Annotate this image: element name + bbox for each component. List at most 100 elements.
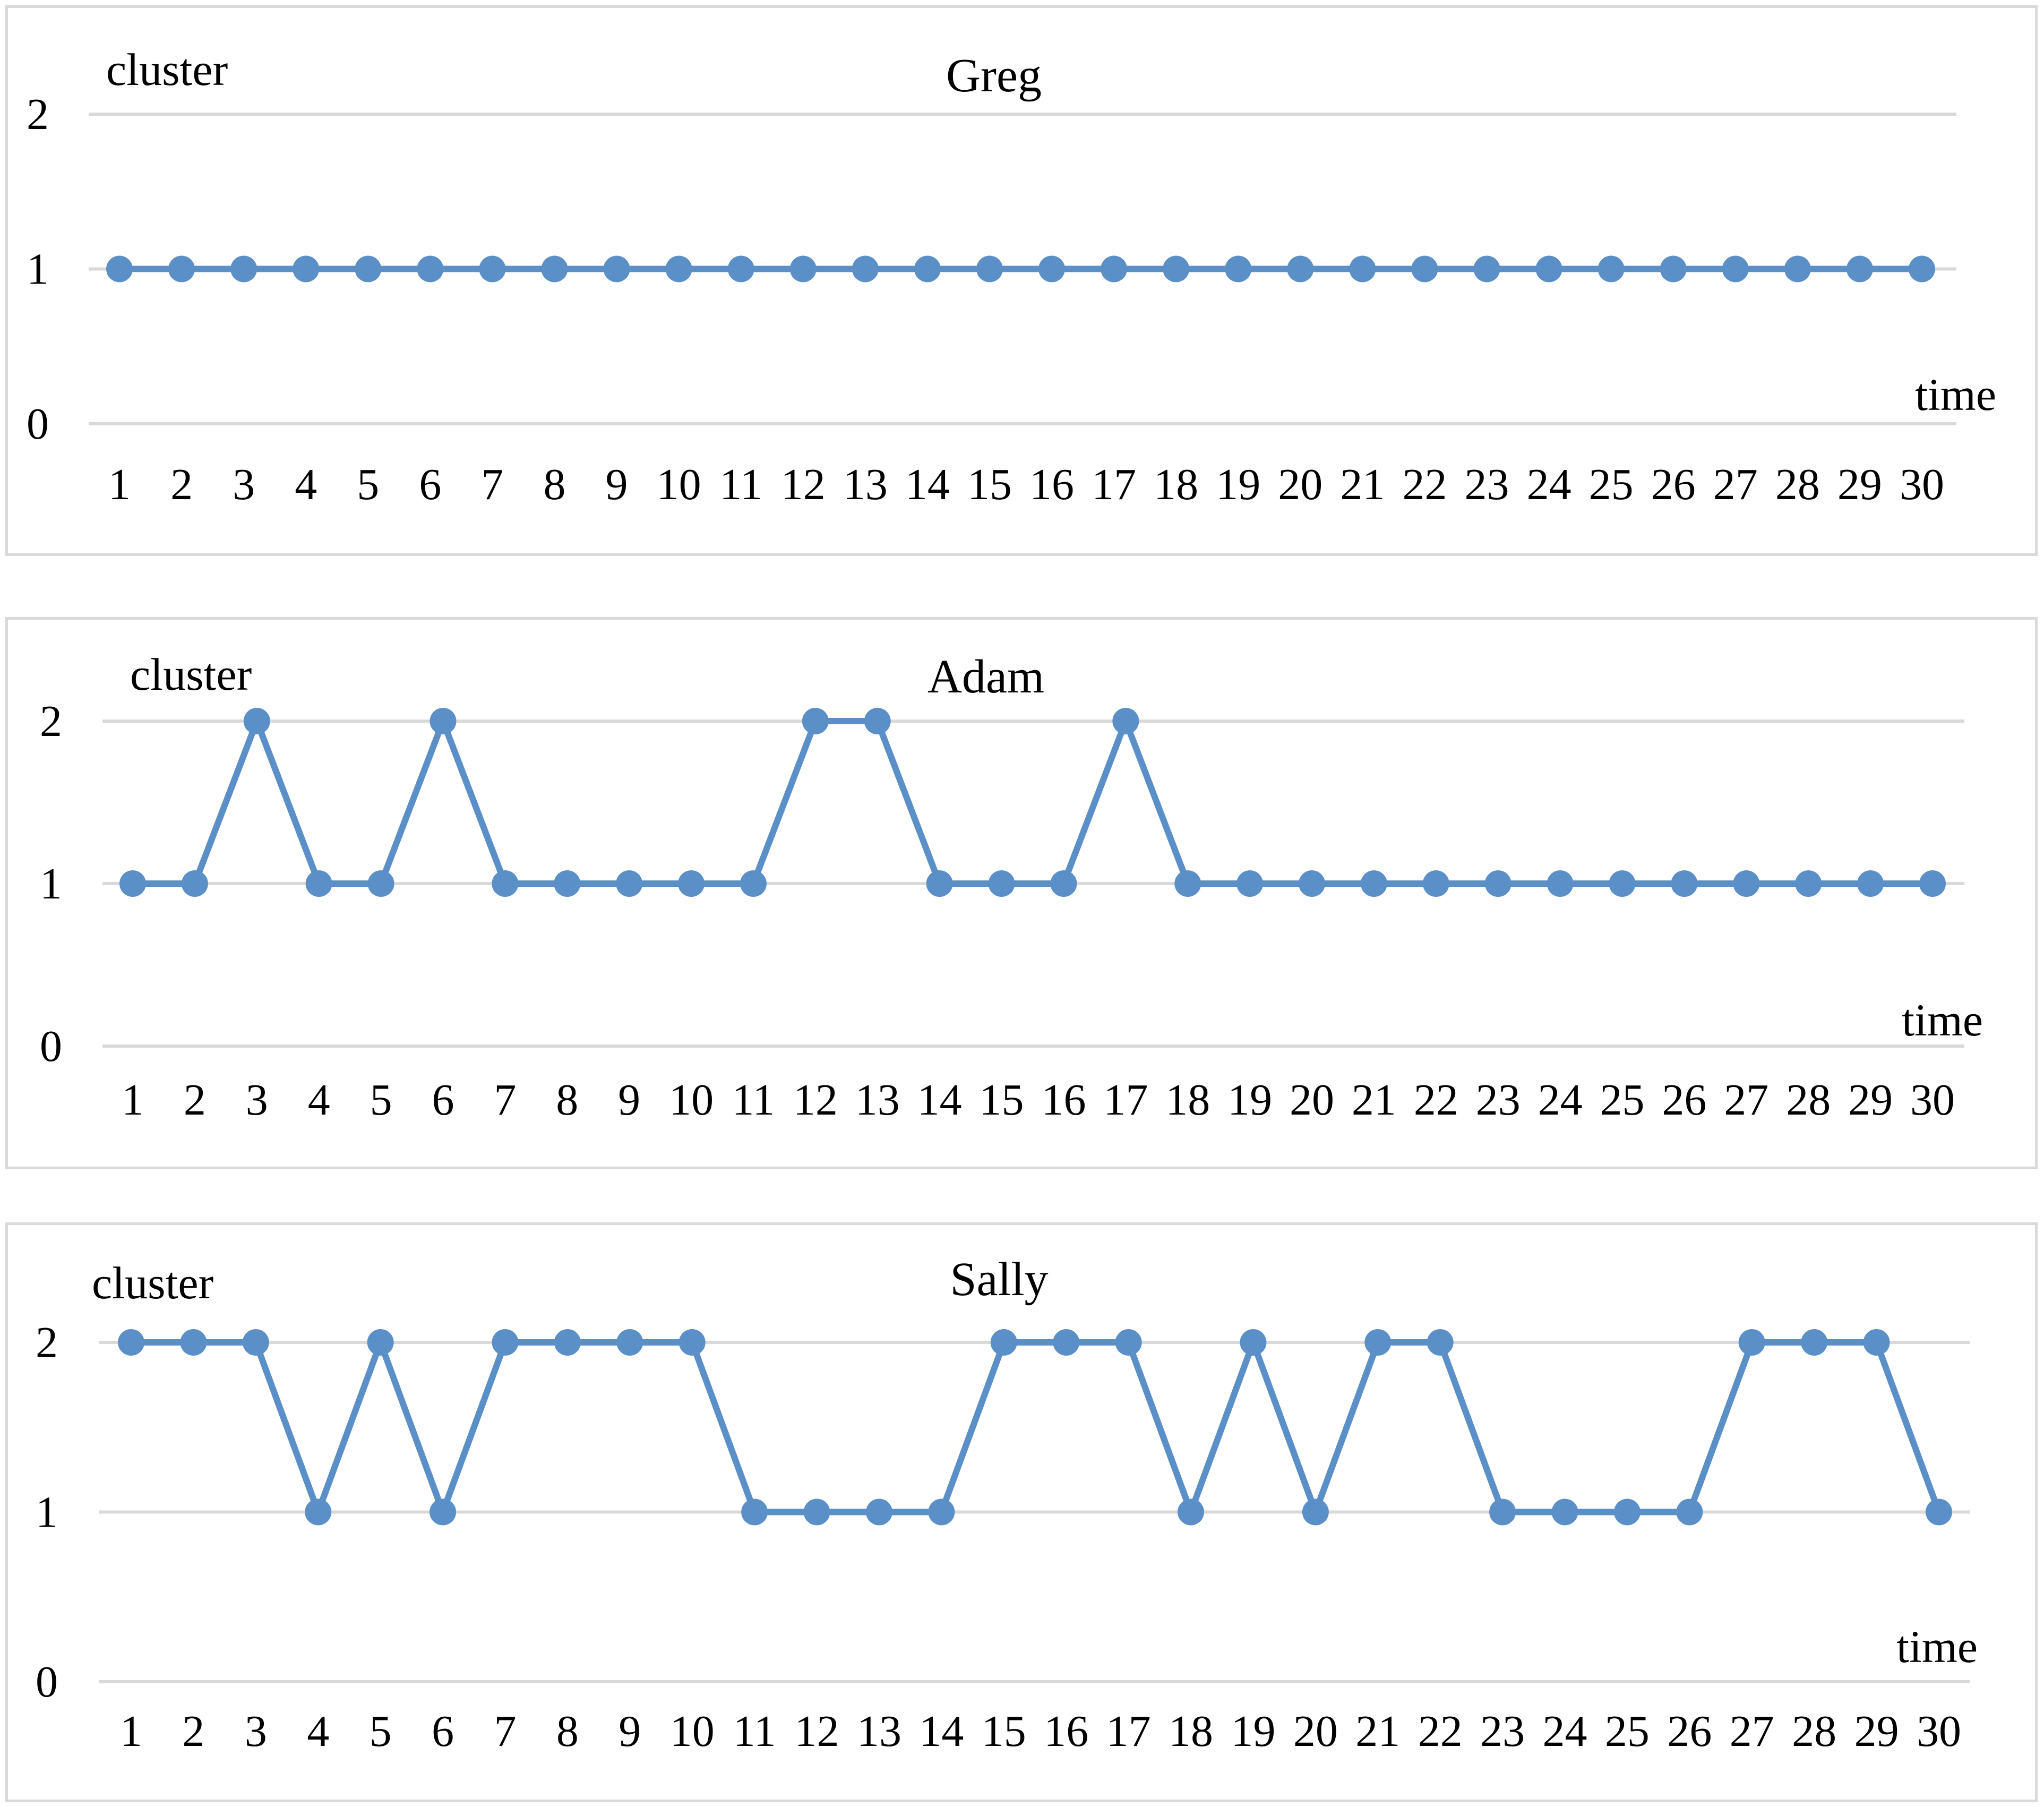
x-tick-label: 6 bbox=[419, 460, 441, 509]
x-tick-label: 3 bbox=[245, 1707, 267, 1756]
y-tick-label: 1 bbox=[36, 1488, 58, 1537]
x-tick-label: 24 bbox=[1543, 1707, 1587, 1756]
data-point bbox=[789, 255, 817, 282]
data-point bbox=[1733, 870, 1760, 897]
x-tick-label: 2 bbox=[170, 460, 193, 509]
data-point bbox=[1473, 255, 1500, 282]
data-point bbox=[1722, 255, 1749, 282]
x-tick-label: 6 bbox=[432, 1707, 454, 1756]
x-tick-label: 21 bbox=[1352, 1075, 1396, 1125]
x-tick-label: 29 bbox=[1848, 1075, 1893, 1125]
x-tick-label: 9 bbox=[618, 1075, 640, 1125]
data-point bbox=[1422, 870, 1449, 897]
data-point bbox=[492, 870, 519, 897]
x-tick-label: 11 bbox=[719, 460, 762, 509]
data-point bbox=[1598, 255, 1625, 282]
x-tick-label: 19 bbox=[1231, 1707, 1275, 1756]
data-point bbox=[367, 870, 394, 897]
data-point bbox=[181, 870, 208, 897]
data-point bbox=[990, 1329, 1017, 1356]
x-tick-label: 27 bbox=[1713, 460, 1758, 509]
x-tick-label: 7 bbox=[494, 1075, 516, 1125]
x-tick-label: 17 bbox=[1103, 1075, 1148, 1125]
x-tick-label: 2 bbox=[184, 1075, 206, 1125]
data-point bbox=[603, 255, 630, 282]
x-tick-label: 10 bbox=[670, 1707, 715, 1756]
x-tick-label: 4 bbox=[308, 1075, 330, 1125]
data-point bbox=[1112, 708, 1139, 734]
data-point bbox=[1846, 255, 1873, 282]
x-tick-label: 4 bbox=[307, 1707, 329, 1756]
data-point bbox=[1926, 1498, 1952, 1526]
data-point bbox=[305, 1498, 332, 1526]
x-tick-label: 30 bbox=[1900, 460, 1944, 509]
x-tick-label: 11 bbox=[733, 1707, 776, 1756]
data-point bbox=[1364, 1329, 1392, 1356]
y-tick-label: 2 bbox=[36, 1318, 58, 1367]
data-point bbox=[1484, 870, 1511, 897]
x-tick-label: 15 bbox=[980, 1075, 1024, 1125]
x-tick-label: 25 bbox=[1600, 1075, 1645, 1125]
x-tick-label: 25 bbox=[1589, 460, 1634, 509]
x-tick-label: 17 bbox=[1106, 1707, 1151, 1756]
data-point bbox=[616, 1329, 643, 1356]
data-point bbox=[1299, 870, 1326, 897]
x-tick-label: 13 bbox=[843, 460, 888, 509]
x-tick-label: 12 bbox=[793, 1075, 838, 1125]
data-point bbox=[1101, 255, 1128, 282]
series-line bbox=[133, 718, 1933, 887]
data-point bbox=[230, 255, 257, 282]
data-point bbox=[243, 708, 270, 734]
data-point bbox=[1738, 1329, 1765, 1356]
x-tick-label: 10 bbox=[669, 1075, 714, 1125]
data-point bbox=[1163, 255, 1190, 282]
data-point bbox=[1784, 255, 1811, 282]
x-tick-label: 30 bbox=[1910, 1075, 1955, 1125]
data-point bbox=[914, 255, 941, 282]
x-tick-label: 1 bbox=[122, 1075, 144, 1125]
x-tick-label: 15 bbox=[967, 460, 1012, 509]
x-tick-label: 7 bbox=[481, 460, 503, 509]
x-tick-label: 14 bbox=[905, 460, 950, 509]
x-tick-label: 4 bbox=[295, 460, 317, 509]
data-point bbox=[665, 255, 692, 282]
data-point bbox=[1863, 1329, 1890, 1356]
x-tick-label: 1 bbox=[108, 460, 131, 509]
data-point bbox=[1609, 870, 1636, 897]
x-tick-label: 12 bbox=[795, 1707, 839, 1756]
y-axis-label: cluster bbox=[106, 44, 228, 95]
x-tick-label: 22 bbox=[1418, 1707, 1463, 1756]
x-tick-label: 18 bbox=[1169, 1707, 1213, 1756]
x-tick-label: 11 bbox=[732, 1075, 775, 1125]
chart-panel-sally: Sally cluster time 0 1 2 1 2 3 4 5 6 7 8 9 10 11 12 13 1… bbox=[5, 1222, 2038, 1802]
data-point bbox=[1236, 870, 1264, 897]
data-point bbox=[1535, 255, 1562, 282]
data-point bbox=[1411, 255, 1438, 282]
data-point bbox=[926, 870, 953, 897]
data-point bbox=[1174, 870, 1201, 897]
data-point bbox=[305, 870, 332, 897]
x-tick-label: 18 bbox=[1165, 1075, 1210, 1125]
data-point bbox=[1225, 255, 1252, 282]
x-tick-label: 27 bbox=[1724, 1075, 1768, 1125]
x-tick-label: 28 bbox=[1786, 1075, 1831, 1125]
data-point bbox=[864, 708, 891, 734]
x-tick-label: 29 bbox=[1837, 460, 1882, 509]
data-point bbox=[554, 870, 581, 897]
data-point bbox=[1287, 255, 1314, 282]
x-tick-label: 23 bbox=[1480, 1707, 1525, 1756]
y-tick-label: 1 bbox=[40, 859, 62, 909]
data-point bbox=[1050, 870, 1077, 897]
x-tick-label: 10 bbox=[657, 460, 701, 509]
x-tick-label: 6 bbox=[432, 1075, 454, 1125]
x-tick-label: 26 bbox=[1662, 1075, 1706, 1125]
x-tick-label: 28 bbox=[1792, 1707, 1836, 1756]
x-tick-label: 29 bbox=[1854, 1707, 1899, 1756]
x-tick-label: 26 bbox=[1651, 460, 1696, 509]
data-point bbox=[1919, 870, 1946, 897]
x-tick-label: 20 bbox=[1293, 1707, 1338, 1756]
x-tick-label: 8 bbox=[556, 1707, 579, 1756]
y-tick-label: 2 bbox=[40, 697, 62, 746]
